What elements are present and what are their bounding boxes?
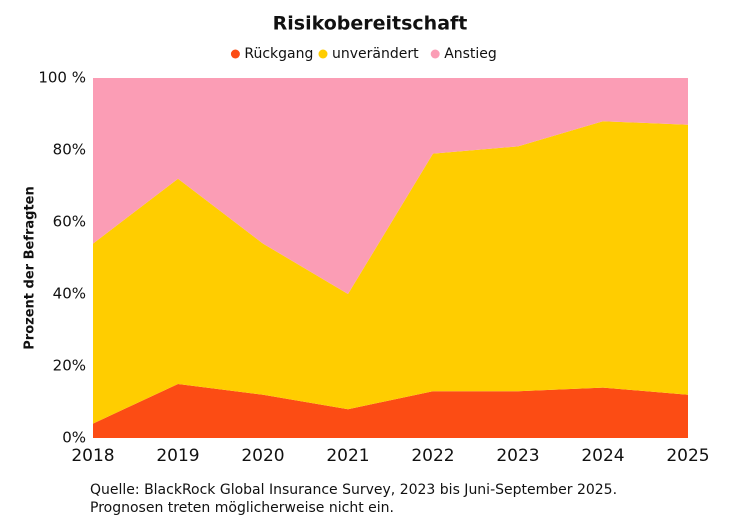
y-tick-label: 0% <box>62 429 86 447</box>
chart-title: Risikobereitschaft <box>273 13 468 35</box>
area <box>93 78 688 294</box>
source-note: Quelle: BlackRock Global Insurance Surve… <box>90 482 617 498</box>
x-tick-label: 2018 <box>71 446 114 466</box>
area <box>93 384 688 438</box>
x-tick-label: 2025 <box>666 446 709 466</box>
legend-label: Anstieg <box>444 46 497 62</box>
legend-marker <box>430 49 440 59</box>
legend-marker <box>318 49 328 59</box>
y-tick-label: 100 % <box>38 69 86 87</box>
y-axis-label: Prozent der Befragten <box>23 186 38 349</box>
y-tick-label: 80% <box>53 141 86 159</box>
legend-label: Rückgang <box>244 46 313 62</box>
x-tick-label: 2020 <box>241 446 284 466</box>
y-tick-label: 60% <box>53 213 86 231</box>
y-tick-label: 40% <box>53 285 86 303</box>
legend-label: unverändert <box>332 46 419 62</box>
x-tick-label: 2019 <box>156 446 199 466</box>
x-tick-label: 2023 <box>496 446 539 466</box>
area <box>93 121 688 424</box>
x-tick-label: 2021 <box>326 446 369 466</box>
disclaimer-note: Prognosen treten möglicherweise nicht ei… <box>90 500 394 516</box>
legend-marker <box>230 49 240 59</box>
x-tick-label: 2022 <box>411 446 454 466</box>
x-tick-label: 2024 <box>581 446 624 466</box>
y-tick-label: 20% <box>53 357 86 375</box>
